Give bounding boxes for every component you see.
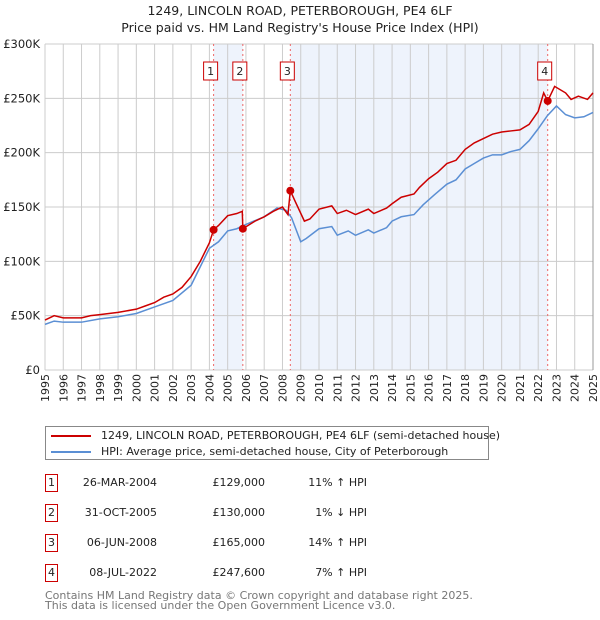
- sale-price: £129,000: [212, 476, 266, 489]
- sale-marker-label: 2: [236, 65, 243, 78]
- chart-subtitle: Price paid vs. HM Land Registry's House …: [121, 20, 479, 35]
- y-tick-label: £200K: [3, 146, 40, 160]
- x-tick-label: 2003: [185, 374, 198, 402]
- sale-row: 1 26-MAR-2004 £129,000 11% ↑ HPI: [45, 474, 385, 494]
- legend-swatch-hpi: [51, 451, 91, 453]
- x-tick-label: 2007: [258, 374, 271, 402]
- x-tick-label: 2006: [240, 374, 253, 402]
- footer-copyright: Contains HM Land Registry data © Crown c…: [45, 589, 473, 602]
- sale-row: 2 31-OCT-2005 £130,000 1% ↓ HPI: [45, 504, 385, 524]
- sale-point: [286, 186, 295, 195]
- sale-point: [209, 225, 218, 234]
- sale-number: 3: [45, 534, 58, 552]
- hpi-line: [44, 104, 594, 326]
- sale-row: 4 08-JUL-2022 £247,600 7% ↑ HPI: [45, 564, 385, 584]
- footer-licence: This data is licensed under the Open Gov…: [45, 599, 396, 612]
- legend: 1249, LINCOLN ROAD, PETERBOROUGH, PE4 6L…: [45, 426, 500, 460]
- x-tick-label: 2025: [587, 374, 600, 402]
- x-tick-label: 2016: [423, 374, 436, 402]
- sale-hpi-diff: 1% ↓ HPI: [315, 506, 367, 519]
- x-tick-label: 2017: [441, 374, 454, 402]
- sale-marker-label: 4: [541, 65, 548, 78]
- sale-marker-box: [279, 61, 295, 81]
- x-tick-label: 2005: [222, 374, 235, 402]
- sale-point: [543, 96, 552, 105]
- sale-point: [238, 224, 247, 233]
- x-tick-label: 2013: [368, 374, 381, 402]
- x-tick-label: 2019: [477, 374, 490, 402]
- x-tick-label: 1996: [57, 374, 70, 402]
- y-tick-label: £250K: [3, 91, 40, 105]
- x-tick-label: 2020: [496, 374, 509, 402]
- x-tick-label: 2024: [569, 374, 582, 402]
- sale-date: 06-JUN-2008: [86, 536, 157, 549]
- sale-price: £247,600: [212, 566, 266, 579]
- sale-date: 08-JUL-2022: [89, 566, 157, 579]
- x-tick-label: 2023: [550, 374, 563, 402]
- y-tick-label: £100K: [3, 254, 40, 268]
- y-tick-label: £150K: [3, 200, 40, 214]
- sale-date: 26-MAR-2004: [82, 476, 157, 489]
- sale-marker-label: 1: [207, 65, 214, 78]
- x-tick-label: 2001: [149, 374, 162, 402]
- sale-hpi-diff: 14% ↑ HPI: [308, 536, 367, 549]
- x-tick-label: 2012: [350, 374, 363, 402]
- chart-title: 1249, LINCOLN ROAD, PETERBOROUGH, PE4 6L…: [147, 3, 453, 18]
- sale-marker-box: [537, 61, 553, 81]
- sale-date: 31-OCT-2005: [84, 506, 157, 519]
- sale-number: 1: [45, 474, 58, 492]
- x-tick-label: 2008: [276, 374, 289, 402]
- legend-label-hpi: HPI: Average price, semi-detached house,…: [101, 445, 449, 458]
- y-tick-label: £0: [25, 363, 40, 377]
- sale-hpi-diff: 11% ↑ HPI: [308, 476, 367, 489]
- x-tick-label: 1997: [76, 374, 89, 402]
- x-tick-label: 2010: [313, 374, 326, 402]
- x-tick-label: 2009: [295, 374, 308, 402]
- sale-marker-box: [203, 61, 219, 81]
- sale-row: 3 06-JUN-2008 £165,000 14% ↑ HPI: [45, 534, 385, 554]
- legend-label-property: 1249, LINCOLN ROAD, PETERBOROUGH, PE4 6L…: [101, 429, 501, 442]
- sale-price: £165,000: [212, 536, 266, 549]
- legend-swatch-property: [51, 435, 91, 437]
- x-tick-label: 2018: [459, 374, 472, 402]
- sale-number: 4: [45, 564, 58, 582]
- y-tick-label: £300K: [3, 37, 40, 51]
- y-tick-label: £50K: [11, 309, 41, 323]
- x-tick-label: 2002: [167, 374, 180, 402]
- x-tick-label: 1995: [39, 374, 52, 402]
- price-chart: 1995 1996 1997 1998 1999 2000 2001 2002 2003 2004…: [3, 37, 600, 402]
- sale-hpi-diff: 7% ↑ HPI: [315, 566, 367, 579]
- sale-marker-box: [232, 61, 248, 81]
- x-tick-label: 2004: [203, 374, 216, 402]
- property-price-line: [44, 85, 594, 321]
- sale-marker-label: 3: [284, 65, 291, 78]
- x-tick-label: 2011: [331, 374, 344, 402]
- sale-number: 2: [45, 504, 58, 522]
- sale-price: £130,000: [212, 506, 266, 519]
- x-tick-label: 2021: [514, 374, 527, 402]
- x-tick-label: 1998: [94, 374, 107, 402]
- x-tick-label: 2014: [386, 374, 399, 402]
- x-tick-label: 2015: [404, 374, 417, 402]
- x-tick-label: 2000: [130, 374, 143, 402]
- x-tick-label: 1999: [112, 374, 125, 402]
- x-tick-label: 2022: [532, 374, 545, 402]
